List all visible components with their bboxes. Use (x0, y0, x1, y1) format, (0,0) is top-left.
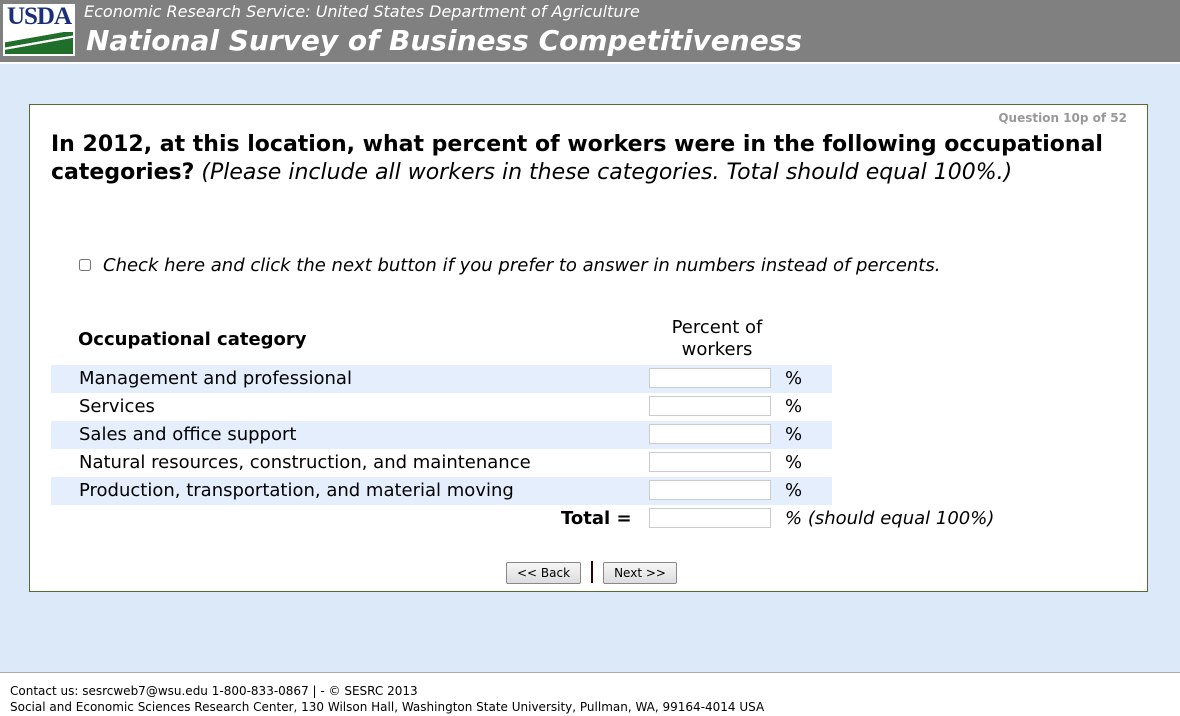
agency-subtitle: Economic Research Service: United States… (84, 2, 640, 21)
percent-input[interactable] (649, 452, 771, 472)
table-row: Services% (79, 396, 803, 417)
percent-input[interactable] (649, 424, 771, 444)
numbers-instead-checkbox-row[interactable]: Check here and click the next button if … (79, 255, 940, 276)
back-button[interactable]: << Back (506, 561, 582, 584)
table-row: Natural resources, construction, and mai… (79, 452, 803, 473)
divider (591, 561, 594, 583)
question-text: In 2012, at this location, what percent … (51, 132, 1103, 185)
numbers-instead-checkbox[interactable] (79, 259, 91, 271)
next-button[interactable]: Next >> (603, 561, 677, 584)
table-row: Management and professional% (51, 365, 832, 393)
footer: Contact us: sesrcweb7@wsu.edu 1-800-833-… (0, 672, 1180, 716)
contact-line: Contact us: sesrcweb7@wsu.edu 1-800-833-… (10, 684, 418, 698)
column-header-category: Occupational category (78, 329, 307, 350)
column-header-percent: Percent of workers (671, 317, 763, 360)
total-input[interactable] (649, 508, 771, 528)
address-line: Social and Economic Sciences Research Ce… (10, 700, 765, 714)
usda-logo: USDA (3, 4, 75, 56)
question-panel: Question 10p of 52 In 2012, at this loca… (29, 104, 1148, 592)
table-row: Sales and office support% (51, 421, 832, 449)
total-row: Total =% (should equal 100%) (561, 508, 995, 529)
table-row: Production, transportation, and material… (51, 477, 832, 505)
percent-input[interactable] (649, 480, 771, 500)
navigation: << Back Next >> (506, 561, 677, 584)
header: USDA Economic Research Service: United S… (0, 0, 1180, 64)
percent-input[interactable] (649, 368, 771, 388)
survey-title: National Survey of Business Competitiven… (86, 24, 803, 57)
question-number: Question 10p of 52 (998, 111, 1127, 125)
percent-input[interactable] (649, 396, 771, 416)
